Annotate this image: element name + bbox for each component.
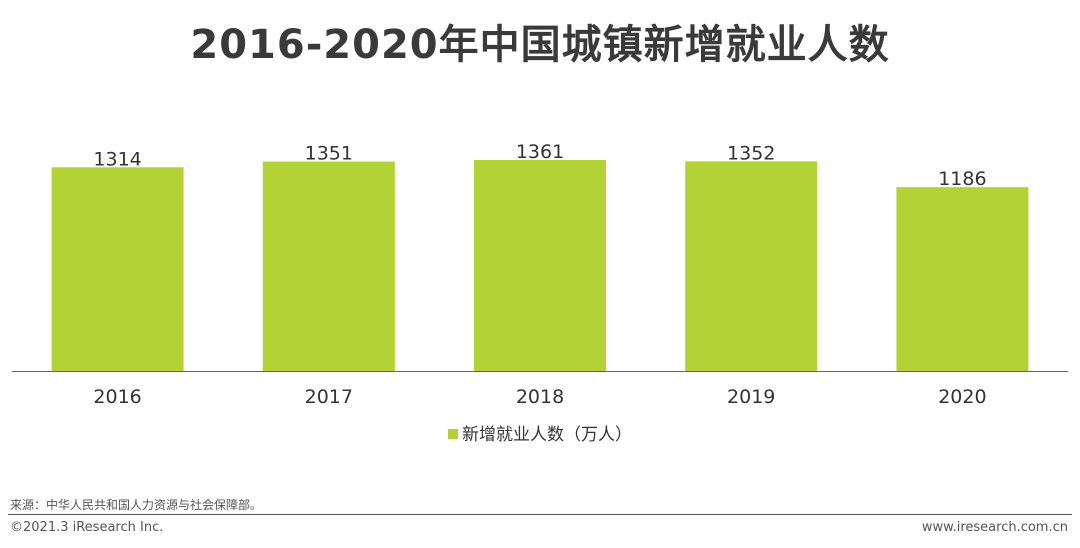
data-label-2019: 1352 — [727, 142, 775, 164]
data-label-2016: 1314 — [93, 148, 141, 170]
data-label-2020: 1186 — [938, 168, 986, 190]
x-tick-label-2018: 2018 — [516, 386, 564, 408]
x-tick-label-2017: 2017 — [305, 386, 353, 408]
legend: 新增就业人数（万人） — [0, 420, 1080, 445]
footer-divider — [8, 514, 1072, 515]
x-tick-label-2020: 2020 — [938, 386, 986, 408]
bar-2020 — [896, 187, 1029, 371]
bar-2019 — [685, 161, 818, 371]
data-label-2017: 1351 — [305, 143, 353, 165]
chart-title: 2016-2020年中国城镇新增就业人数 — [190, 22, 890, 68]
legend-swatch — [448, 429, 458, 439]
bar-2017 — [262, 161, 395, 371]
bar-2018 — [474, 160, 606, 371]
website-link[interactable]: www.iresearch.com.cn — [921, 520, 1068, 535]
source-note: 来源：中华人民共和国人力资源与社会保障部。 — [10, 498, 263, 512]
legend-label: 新增就业人数（万人） — [462, 425, 632, 445]
x-tick-label-2019: 2019 — [727, 386, 775, 408]
copyright: ©2021.3 iResearch Inc. — [10, 520, 164, 535]
bar-2016 — [51, 167, 184, 371]
data-label-2018: 1361 — [516, 141, 564, 163]
x-tick-label-2016: 2016 — [93, 386, 141, 408]
